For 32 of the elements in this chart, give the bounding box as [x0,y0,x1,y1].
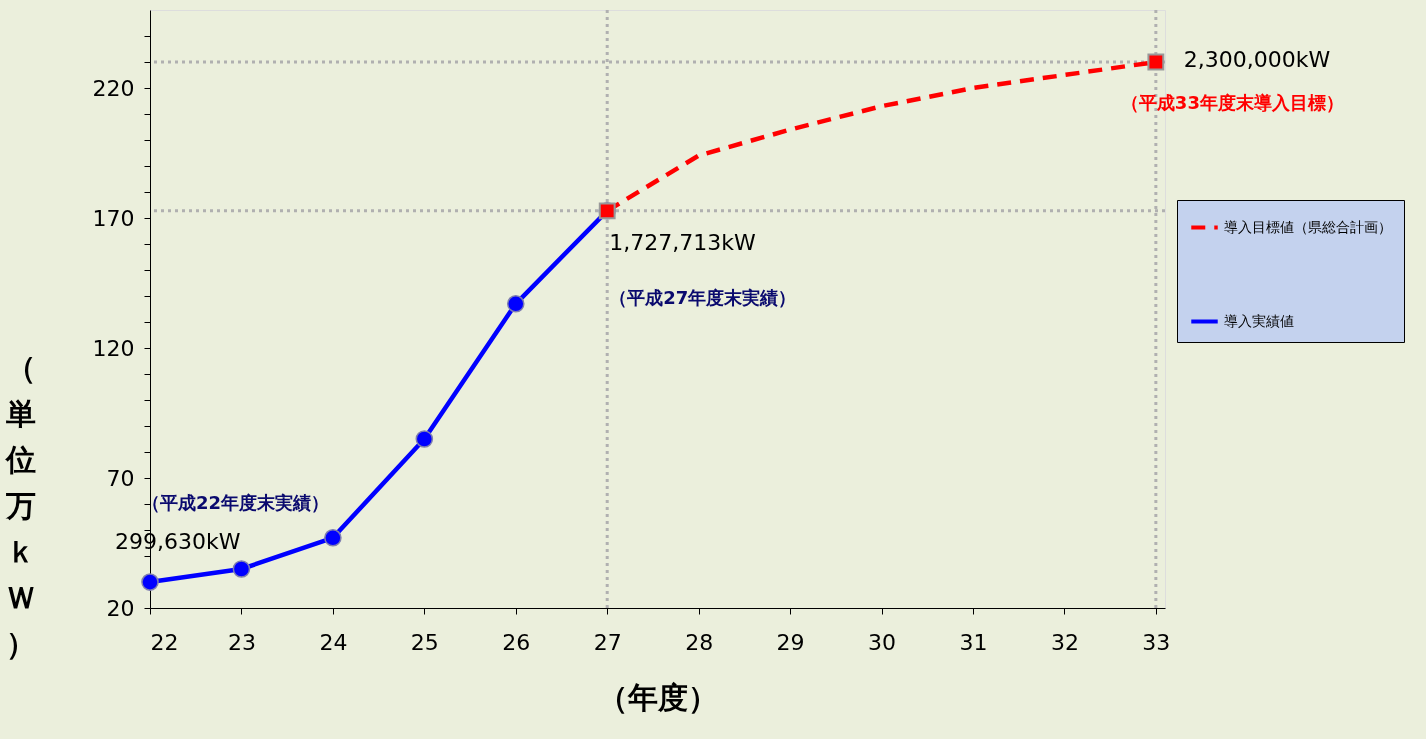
x-tick-label: 22 [150,629,179,655]
point [1147,53,1165,71]
y-axis-title: （単位万ｋＷ） [4,350,36,662]
x-tick-label: 26 [502,629,531,655]
y-tick-label: 170 [92,205,135,231]
x-axis-title: （年度） [598,679,718,715]
y-tick-label: 70 [106,465,135,491]
x-tick-label: 23 [227,629,256,655]
x-tick-label: 30 [868,629,897,655]
x-tick-label: 25 [410,629,439,655]
point [506,295,525,313]
annotation: （平成33年度末導入目標） [1120,92,1344,113]
point [324,529,342,547]
annotation: （平成27年度末実績） [609,286,797,308]
y-tick-label: 120 [92,335,135,361]
annotation: 1,727,713kW [609,229,756,255]
x-tick-label: 31 [959,629,988,655]
legend-label: 導入実績値 [1224,312,1294,329]
annotation: 2,300,000kW [1183,47,1331,72]
annotation: （平成22年度末実績） [142,492,330,514]
y-tick-label: 220 [92,75,135,101]
point [415,430,434,448]
x-tick-label: 29 [776,629,805,655]
x-tick-label: 24 [319,629,348,655]
point [141,573,159,591]
x-tick-label: 32 [1050,629,1079,655]
legend-label: 導入目標値（県総合計画） [1224,218,1392,235]
y-tick-label: 20 [106,595,135,621]
x-tick-label: 33 [1142,629,1171,655]
x-tick-label: 28 [685,629,714,655]
point [232,560,251,578]
x-tick-label: 27 [593,629,622,655]
